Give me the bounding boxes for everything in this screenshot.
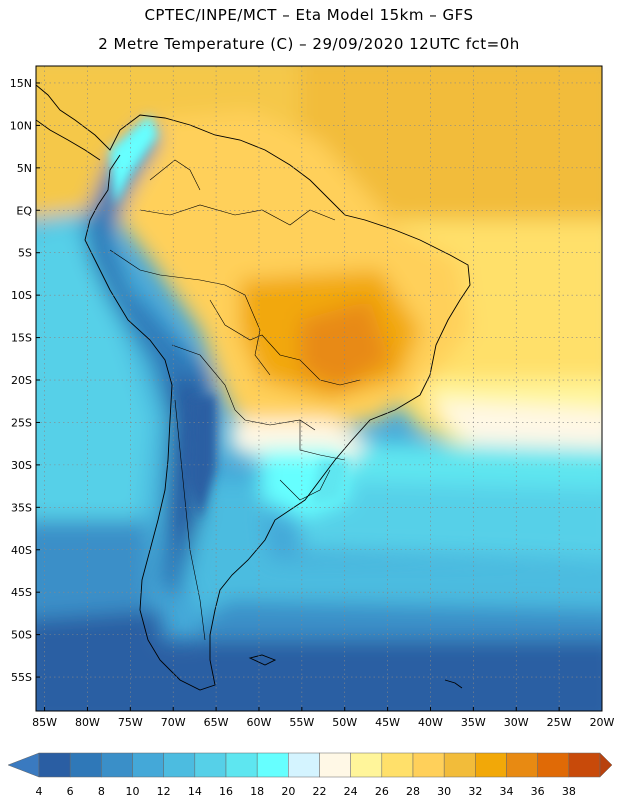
- lon-label: 30W: [504, 716, 529, 729]
- colorbar-swatch: [256, 752, 289, 778]
- colorbar-level-label: 38: [562, 785, 576, 798]
- colorbar: 4 6 8 10 12 14 16 18 20 22 24 26 28 30 32 34 36 38: [7, 752, 613, 798]
- lon-label: 45W: [375, 716, 400, 729]
- colorbar-swatch: [381, 752, 414, 778]
- colorbar-swatch: [132, 752, 164, 778]
- lon-label: 35W: [461, 716, 486, 729]
- colorbar-level-label: 22: [313, 785, 327, 798]
- colorbar-swatch: [537, 752, 570, 778]
- country-borders: [109, 159, 361, 641]
- lon-label: 80W: [75, 716, 100, 729]
- longitude-labels: 85W 80W 75W 70W 65W 60W 55W 50W 45W 40W 35W 30W 25W 2…: [32, 707, 615, 729]
- colorbar-swatch: [350, 752, 383, 778]
- lat-label: EQ: [16, 204, 32, 217]
- lon-label: 65W: [204, 716, 229, 729]
- lat-label: 50S: [11, 629, 32, 642]
- colorbar-level-label: 30: [437, 785, 451, 798]
- lon-label: 70W: [161, 716, 186, 729]
- lat-label: 10S: [11, 289, 32, 302]
- lat-label: 10N: [10, 119, 32, 132]
- colorbar-level-label: 12: [157, 785, 171, 798]
- lon-label: 75W: [118, 716, 143, 729]
- colorbar-level-label: 6: [67, 785, 74, 798]
- colorbar-swatch: [38, 752, 71, 778]
- colorbar-swatch: [288, 752, 320, 778]
- lat-label: 15N: [10, 77, 32, 90]
- colorbar-level-label: 32: [468, 785, 482, 798]
- lat-label: 35S: [11, 501, 32, 514]
- colorbar-swatch: [101, 752, 133, 778]
- lat-label: 25S: [11, 416, 32, 429]
- lon-label: 85W: [32, 716, 57, 729]
- colorbar-level-label: 14: [188, 785, 202, 798]
- colorbar-swatch: [163, 752, 196, 778]
- latitude-labels: 15N 10N 5N EQ 5S 10S 15S 20S 25S 30S 35S 40S 45S 50S 5…: [10, 77, 40, 684]
- colorbar-level-label: 36: [531, 785, 545, 798]
- lon-label: 55W: [289, 716, 314, 729]
- colorbar-swatch: [225, 752, 258, 778]
- title-line-1: CPTEC/INPE/MCT – Eta Model 15km – GFS: [144, 6, 474, 24]
- colorbar-level-label: 4: [36, 785, 43, 798]
- temperature-map: 15N 10N 5N EQ 5S 10S 15S 20S 25S 30S 35S 40S 45S 50S 5…: [10, 65, 615, 729]
- colorbar-high-arrow: [599, 752, 613, 778]
- colorbar-level-label: 26: [375, 785, 389, 798]
- colorbar-level-label: 10: [126, 785, 140, 798]
- lon-label: 50W: [332, 716, 357, 729]
- lat-label: 40S: [11, 544, 32, 557]
- temperature-field: [36, 66, 602, 711]
- colorbar-swatch: [475, 752, 507, 778]
- lon-label: 25W: [547, 716, 572, 729]
- lat-label: 5N: [17, 162, 32, 175]
- lat-label: 15S: [11, 332, 32, 345]
- lon-label: 60W: [247, 716, 272, 729]
- colorbar-swatch: [69, 752, 102, 778]
- colorbar-swatch: [443, 752, 476, 778]
- colorbar-level-label: 28: [406, 785, 420, 798]
- colorbar-level-label: 20: [281, 785, 295, 798]
- lat-label: 20S: [11, 374, 32, 387]
- title-line-2: 2 Metre Temperature (C) – 29/09/2020 12U…: [98, 35, 520, 53]
- coastlines: [36, 84, 471, 691]
- lon-label: 40W: [418, 716, 443, 729]
- map-frame: [35, 65, 603, 712]
- colorbar-low-arrow: [7, 752, 40, 778]
- lon-label: 20W: [590, 716, 615, 729]
- colorbar-swatch: [568, 752, 601, 778]
- colorbar-level-label: 24: [344, 785, 358, 798]
- lat-label: 45S: [11, 586, 32, 599]
- colorbar-swatch: [319, 752, 351, 778]
- lat-label: 5S: [18, 247, 32, 260]
- colorbar-level-label: 16: [219, 785, 233, 798]
- lat-label: 30S: [11, 459, 32, 472]
- colorbar-swatch: [412, 752, 445, 778]
- colorbar-level-label: 18: [250, 785, 264, 798]
- colorbar-level-label: 8: [98, 785, 105, 798]
- colorbar-swatch: [194, 752, 227, 778]
- lat-label: 55S: [11, 671, 32, 684]
- colorbar-level-label: 34: [500, 785, 514, 798]
- colorbar-swatch: [506, 752, 538, 778]
